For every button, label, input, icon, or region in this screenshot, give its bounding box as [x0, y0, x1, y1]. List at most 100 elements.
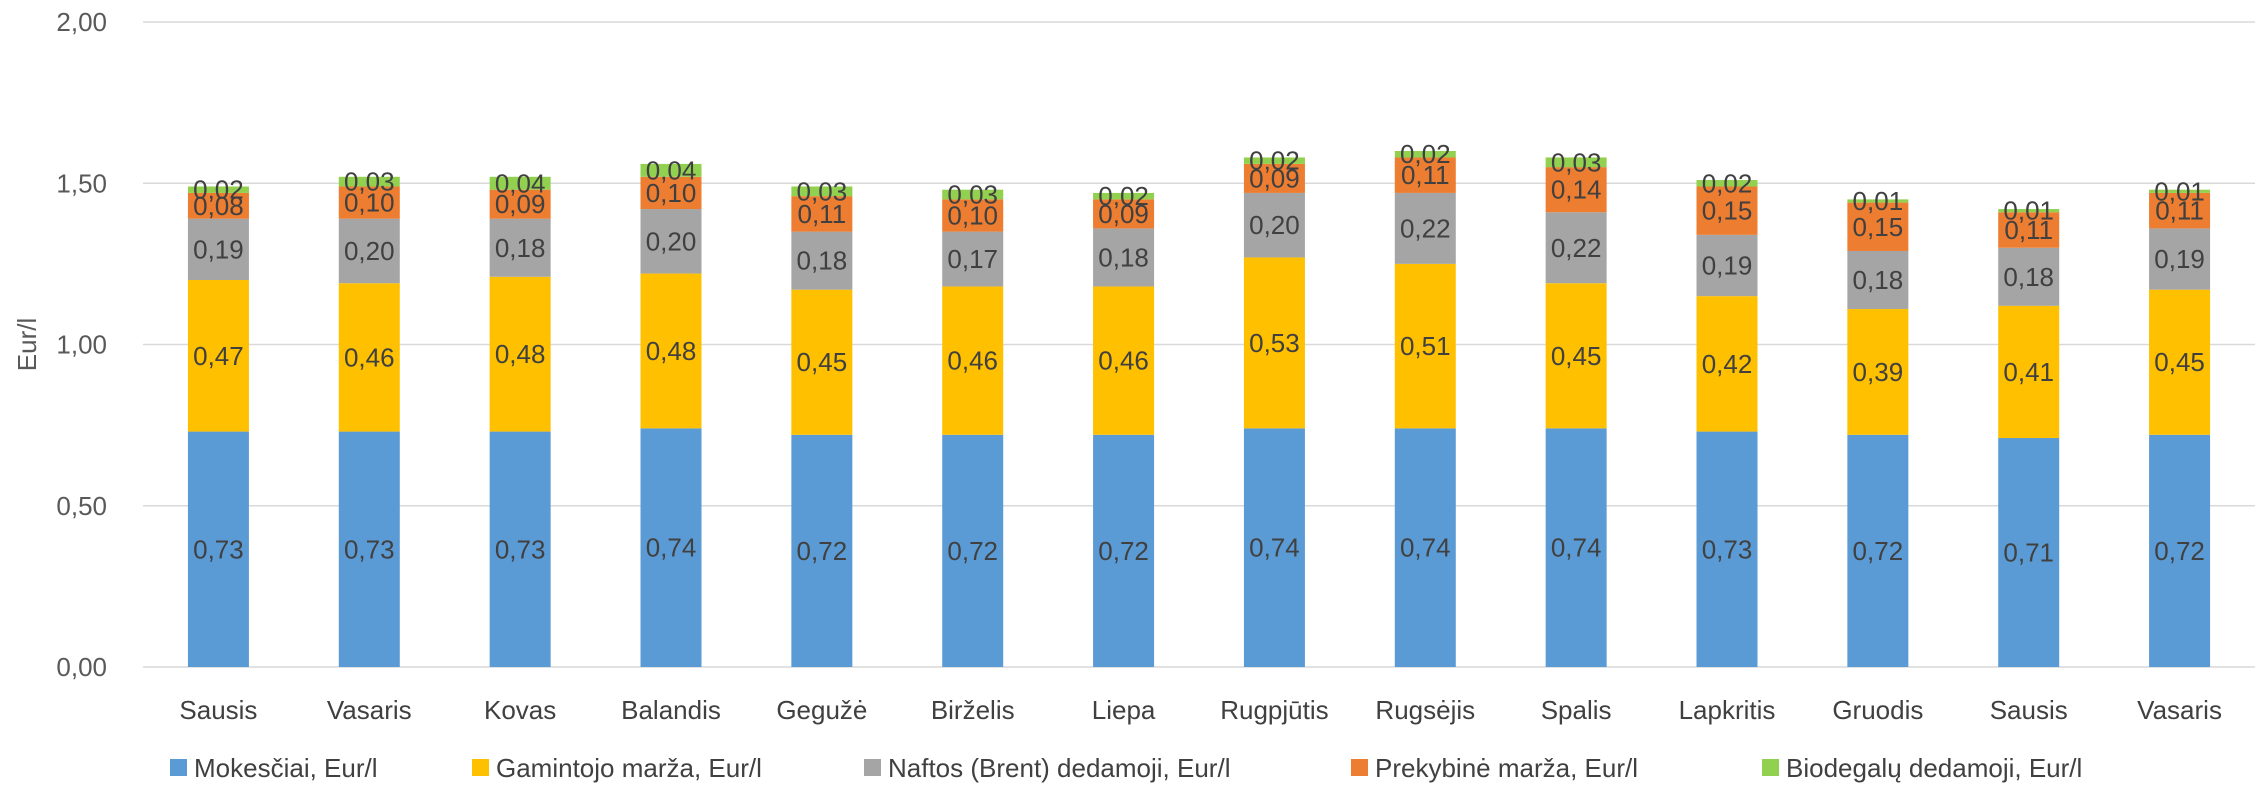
- data-label: 0,42: [1702, 349, 1753, 379]
- x-tick-label: Birželis: [931, 695, 1015, 725]
- y-axis-ticks: 0,00 0,50 1,00 1,50 2,00: [56, 7, 107, 682]
- bar-segment: [1847, 434, 1909, 667]
- data-label: 0,03: [344, 167, 395, 197]
- data-label: 0,73: [1702, 534, 1753, 564]
- data-label: 0,11: [798, 199, 847, 229]
- bar-segment: [1998, 247, 2060, 306]
- x-tick-label: Gruodis: [1832, 695, 1923, 725]
- bar-segment: [640, 176, 702, 210]
- legend-label: Gamintojo marža, Eur/l: [496, 753, 762, 783]
- data-label: 0,04: [646, 155, 697, 185]
- bar-segment: [1394, 151, 1456, 158]
- x-tick-label: Spalis: [1541, 695, 1612, 725]
- bar-segment: [640, 163, 702, 177]
- data-label: 0,45: [2154, 347, 2205, 377]
- bar-segment: [1696, 431, 1758, 667]
- bar-segment: [489, 276, 551, 432]
- bar-segment: [187, 280, 249, 432]
- data-label: 0,74: [1551, 533, 1602, 563]
- bar-segment: [1093, 434, 1155, 667]
- bar-segment: [791, 434, 853, 667]
- data-label: 0,10: [646, 178, 697, 208]
- bar-segment: [489, 189, 551, 219]
- bar-segment: [338, 186, 400, 219]
- data-label: 0,04: [495, 168, 546, 198]
- bar-segment: [2149, 228, 2211, 290]
- data-label: 0,73: [495, 534, 546, 564]
- data-label: 0,53: [1249, 328, 1300, 358]
- legend-label: Biodegalų dedamoji, Eur/l: [1786, 753, 2082, 783]
- data-label: 0,46: [947, 346, 998, 376]
- data-label: 0,03: [797, 176, 848, 206]
- data-label: 0,11: [2155, 196, 2204, 226]
- bar-segment: [1545, 157, 1607, 168]
- data-label: 0,74: [1400, 533, 1451, 563]
- data-label: 0,22: [1400, 213, 1451, 243]
- data-label: 0,11: [2004, 215, 2053, 245]
- x-tick-label: Sausis: [1990, 695, 2068, 725]
- gridlines: [143, 21, 2255, 668]
- bar-segment: [1847, 202, 1909, 251]
- bar-segment: [187, 186, 249, 193]
- data-label: 0,18: [495, 233, 546, 263]
- data-label: 0,15: [1702, 196, 1753, 226]
- legend-swatch: [170, 759, 187, 776]
- data-label: 0,18: [1098, 242, 1149, 272]
- bars: 0,730,470,190,080,020,730,460,200,100,03…: [187, 139, 2211, 667]
- data-label: 0,46: [1098, 346, 1149, 376]
- x-axis-ticks: Sausis Vasaris Kovas Balandis Gegužė Birželis…: [179, 695, 2222, 725]
- bar-segment: [338, 431, 400, 667]
- bar-segment: [187, 431, 249, 667]
- x-tick-label: Kovas: [484, 695, 556, 725]
- x-tick-label: Gegužė: [776, 695, 867, 725]
- bar-segment: [2149, 192, 2211, 229]
- bar-segment: [1243, 163, 1305, 193]
- bar-segment: [1998, 438, 2060, 667]
- bar-segment: [1545, 167, 1607, 213]
- bar-segment: [1243, 157, 1305, 164]
- y-tick-label: 1,50: [56, 168, 107, 198]
- data-label: 0,41: [2003, 357, 2054, 387]
- data-label: 0,18: [797, 246, 848, 276]
- data-label: 0,02: [1702, 168, 1753, 198]
- data-label: 0,19: [2154, 244, 2205, 274]
- bar-segment: [489, 218, 551, 277]
- bar-segment: [1243, 192, 1305, 258]
- data-label: 0,73: [344, 534, 395, 564]
- bar-segment: [1847, 309, 1909, 435]
- data-label: 0,11: [1401, 160, 1450, 190]
- bar-segment: [1545, 283, 1607, 429]
- data-label: 0,39: [1853, 357, 1904, 387]
- data-label: 0,22: [1551, 233, 1602, 263]
- bar-segment: [791, 196, 853, 232]
- bar-segment: [187, 192, 249, 219]
- bar-segment: [1093, 286, 1155, 435]
- data-label: 0,09: [1098, 199, 1149, 229]
- bar-segment: [187, 218, 249, 280]
- bar-segment: [1696, 234, 1758, 297]
- data-label: 0,02: [193, 175, 244, 205]
- legend-swatch: [1351, 759, 1368, 776]
- y-axis-label: Eur/l: [12, 318, 42, 371]
- bar-segment: [791, 186, 853, 197]
- data-label: 0,02: [1400, 139, 1451, 169]
- data-label: 0,45: [797, 347, 848, 377]
- bar-segment: [1696, 180, 1758, 187]
- data-label: 0,72: [2154, 536, 2205, 566]
- data-label: 0,01: [2003, 196, 2054, 226]
- bar-segment: [942, 286, 1004, 435]
- data-label: 0,18: [1853, 265, 1904, 295]
- data-label: 0,02: [1249, 146, 1300, 176]
- x-tick-label: Liepa: [1092, 695, 1156, 725]
- data-label: 0,19: [1702, 250, 1753, 280]
- data-label: 0,72: [1853, 536, 1904, 566]
- y-tick-label: 1,00: [56, 330, 107, 360]
- legend-swatch: [864, 759, 881, 776]
- x-tick-label: Rugsėjis: [1375, 695, 1475, 725]
- bar-segment: [338, 218, 400, 284]
- bar-segment: [1696, 186, 1758, 235]
- data-label: 0,01: [1853, 186, 1904, 216]
- bar-segment: [791, 231, 853, 290]
- bar-segment: [1093, 192, 1155, 200]
